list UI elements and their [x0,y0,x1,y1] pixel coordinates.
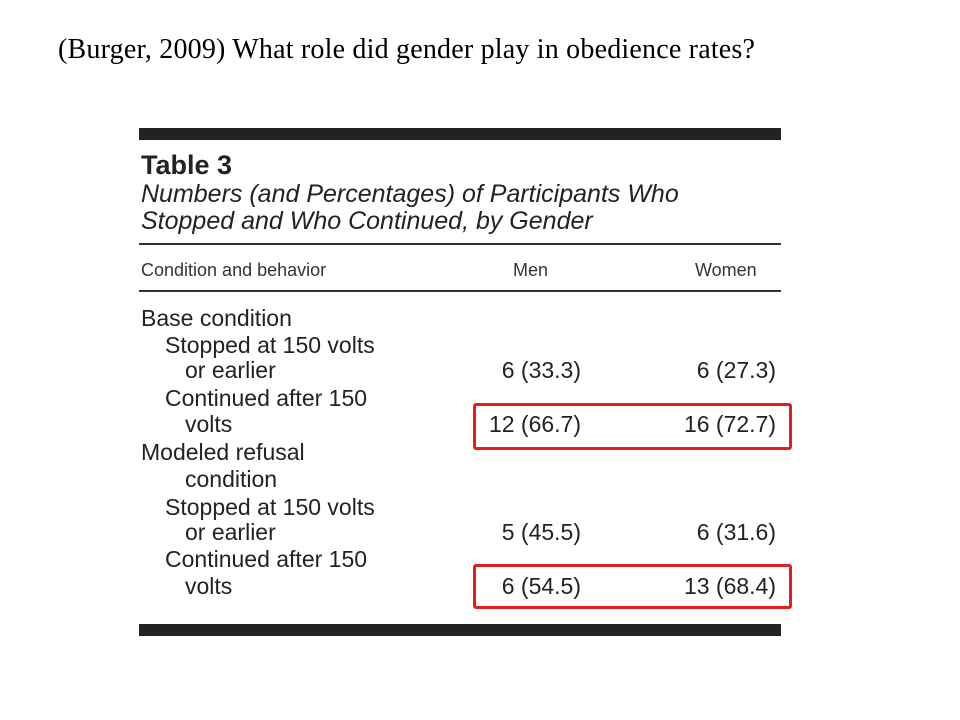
row-label-line: or earlier [185,519,276,545]
column-header-men: Men [513,260,549,280]
cell-base-continued-women: 16 (72.7) [683,411,776,437]
table-caption: Numbers (and Percentages) of Participant… [141,181,781,235]
row-label-line: Continued after 150 [165,385,368,411]
cell-refusal-stopped-men: 5 (45.5) [501,519,581,545]
cell-refusal-stopped-women: 6 (31.6) [696,519,776,545]
table-caption-line-1: Numbers (and Percentages) of Participant… [141,180,679,208]
section-base-condition: Base condition [141,305,292,331]
highlight-box-refusal-continued [473,564,792,609]
table-caption-line-2: Stopped and Who Continued, by Gender [141,207,593,235]
row-label-line: Stopped at 150 volts [165,494,375,520]
cell-base-continued-men: 12 (66.7) [488,411,581,437]
cell-base-stopped-women: 6 (27.3) [696,357,776,383]
table-bottom-rule [139,624,781,636]
cell-refusal-continued-women: 13 (68.4) [683,573,776,599]
row-label-line: Continued after 150 [165,546,368,572]
table-label: Table 3 [141,150,233,180]
column-header-condition: Condition and behavior [141,260,327,280]
table-image: Table 3 Numbers (and Percentages) of Par… [139,128,781,636]
header-top-rule [139,243,781,245]
highlight-box-base-continued [473,403,792,450]
row-label-line: Stopped at 150 volts [165,332,375,358]
cell-refusal-continued-men: 6 (54.5) [501,573,581,599]
row-label-line: or earlier [185,357,276,383]
cell-base-stopped-men: 6 (33.3) [501,357,581,383]
section-modeled-refusal-cont: condition [185,466,278,492]
table-top-rule [139,128,781,140]
row-label-line: volts [185,573,233,599]
section-modeled-refusal: Modeled refusal [141,439,305,465]
row-label-line: volts [185,411,233,437]
column-header-women: Women [695,260,757,280]
header-bottom-rule [139,290,781,292]
slide-title: (Burger, 2009) What role did gender play… [58,34,756,65]
